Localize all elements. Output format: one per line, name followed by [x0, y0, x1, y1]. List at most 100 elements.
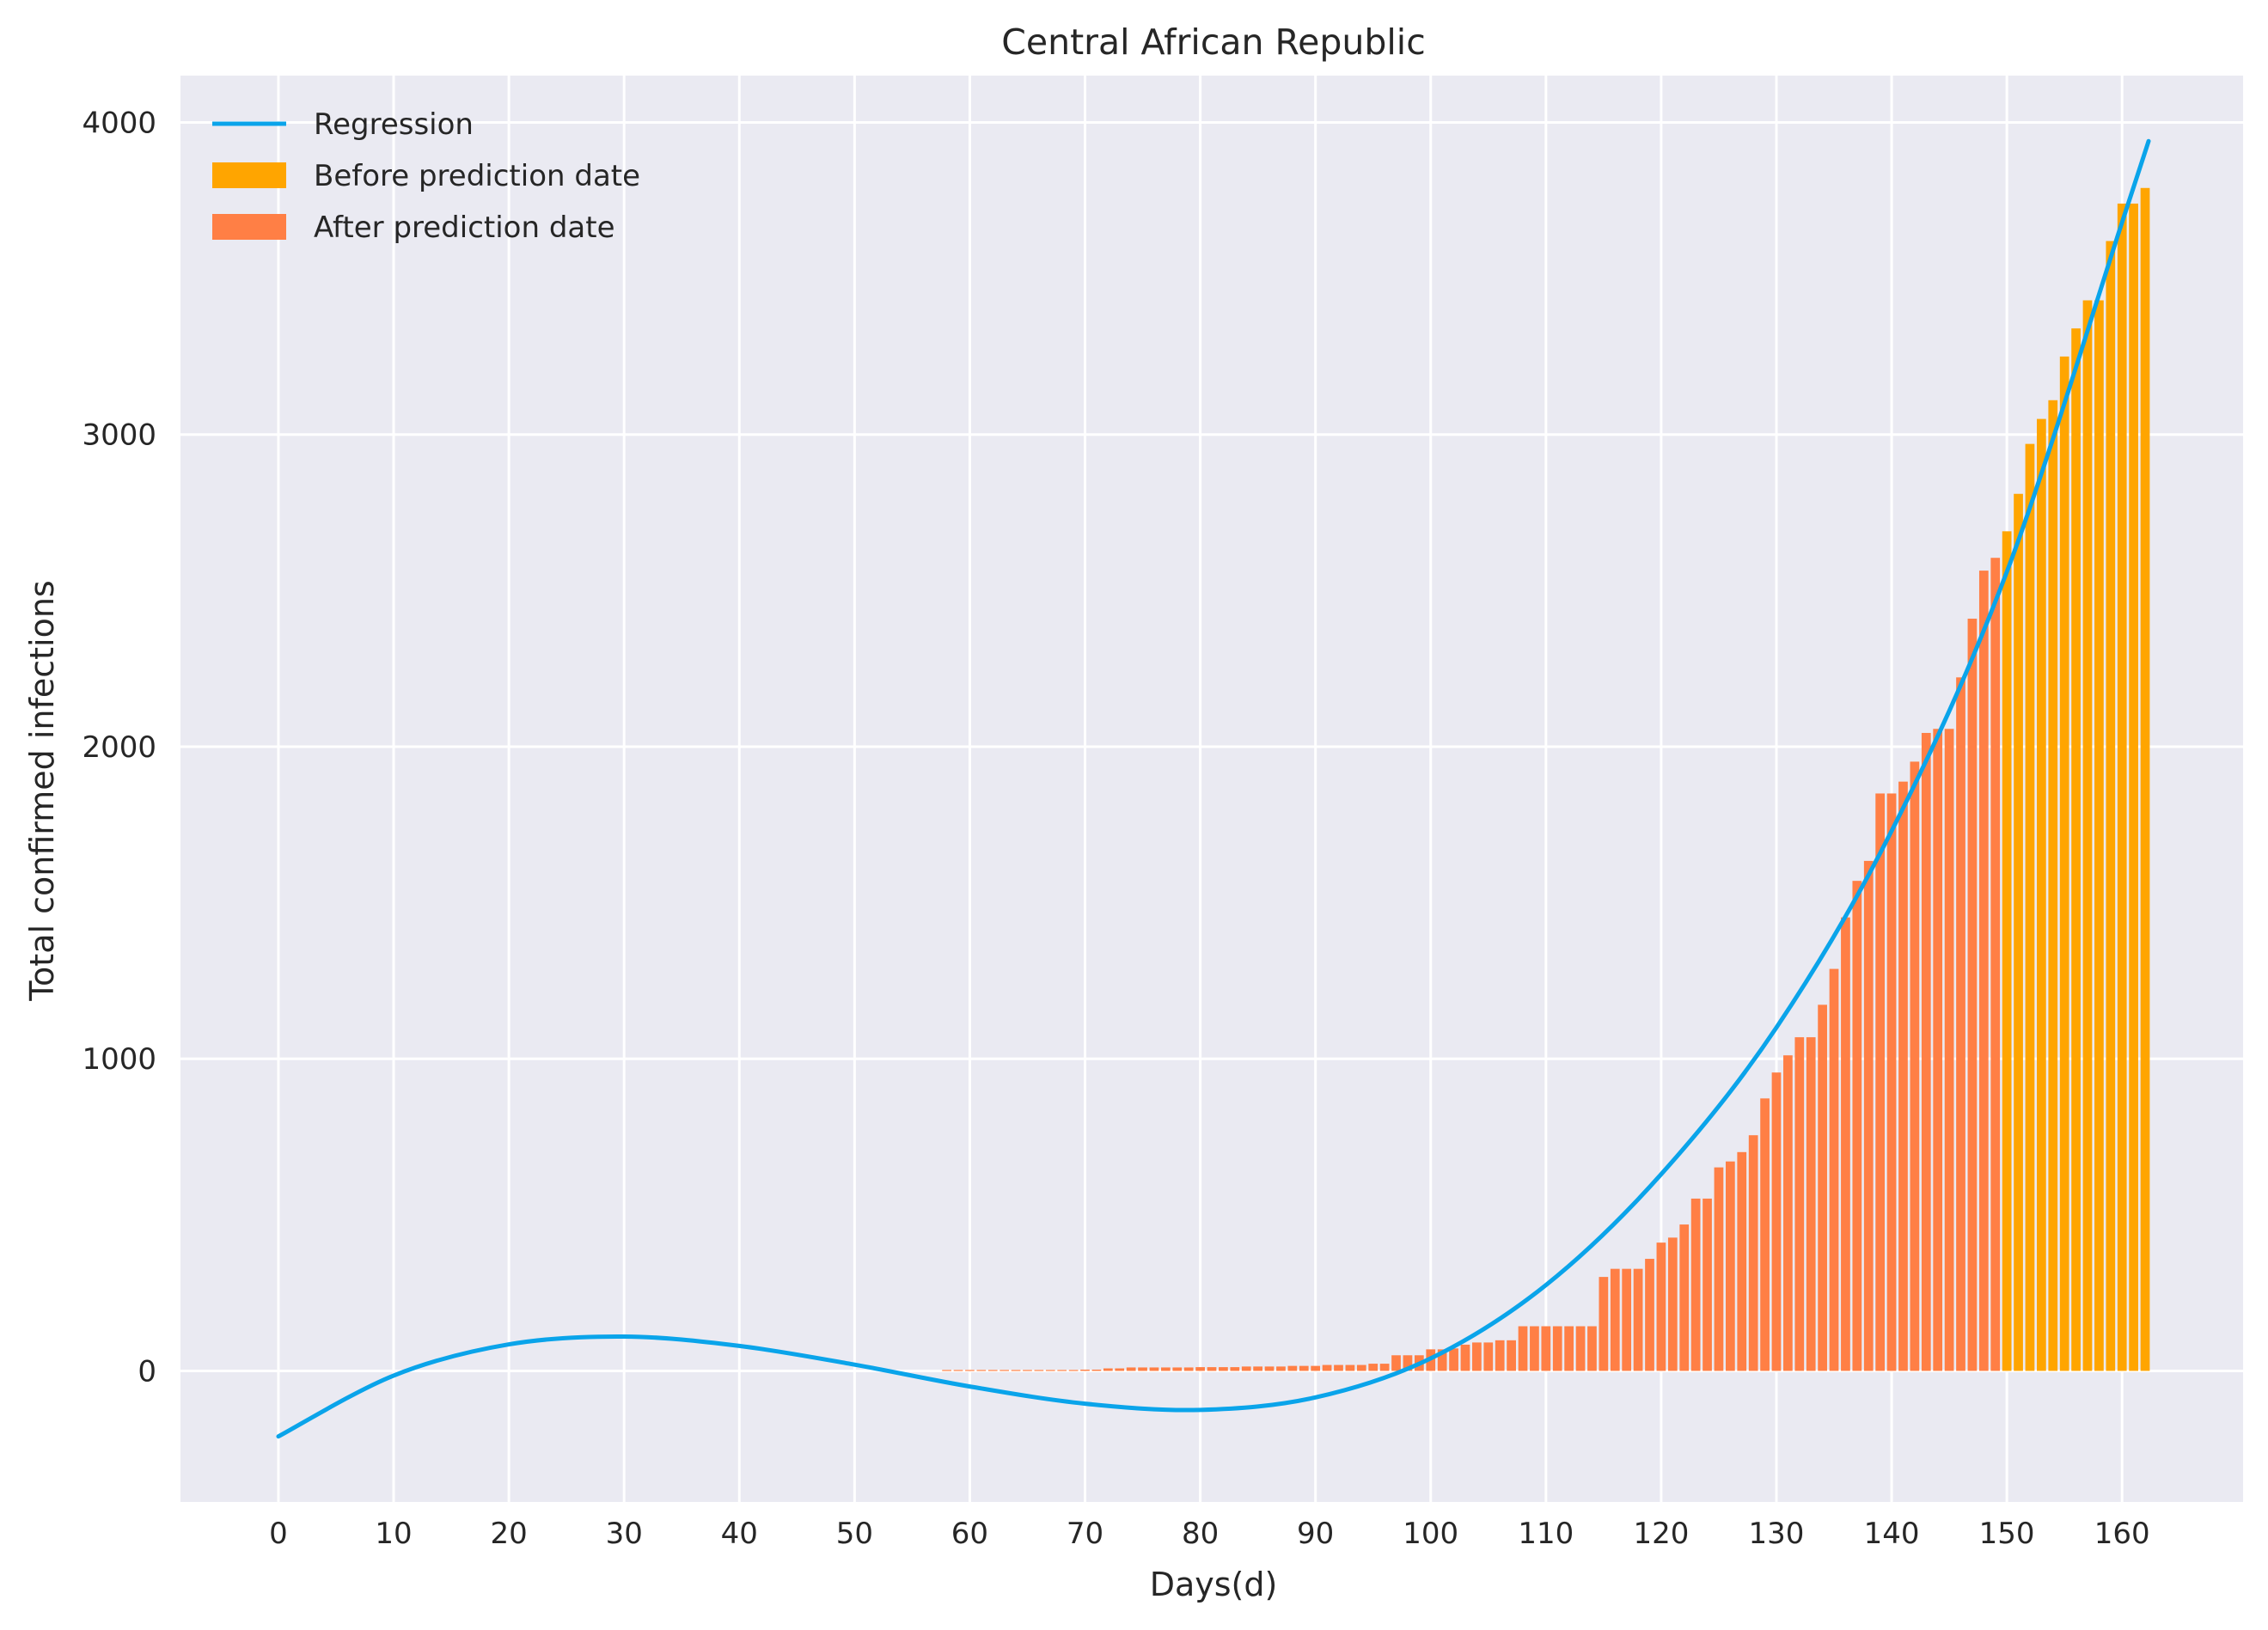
vertical-grid	[277, 76, 2124, 1502]
bar	[1978, 571, 1989, 1371]
bar	[1599, 1277, 1609, 1371]
y-tick-label: 2000	[82, 730, 156, 765]
bar	[1219, 1367, 1228, 1371]
bar	[1115, 1368, 1125, 1371]
y-tick-label: 1000	[82, 1042, 156, 1077]
bar	[1806, 1037, 1816, 1371]
bar	[942, 1370, 951, 1371]
bar	[1126, 1367, 1136, 1371]
bar	[1000, 1370, 1010, 1371]
bar	[1149, 1367, 1159, 1371]
x-tick-label: 110	[1518, 1517, 1574, 1551]
legend: Regression Before prediction date After …	[212, 107, 640, 245]
bar	[1161, 1367, 1171, 1371]
bar	[2140, 187, 2150, 1371]
bar	[1091, 1369, 1102, 1371]
bar	[1287, 1365, 1298, 1371]
bar	[1495, 1340, 1505, 1371]
bar	[1610, 1268, 1620, 1371]
x-axis-label: Days(d)	[1150, 1566, 1278, 1603]
x-tick-label: 90	[1297, 1517, 1334, 1551]
bar	[1645, 1259, 1654, 1371]
bar	[1379, 1364, 1390, 1371]
bar	[1403, 1355, 1413, 1371]
legend-before-label: Before prediction date	[314, 159, 640, 193]
bar	[2129, 203, 2138, 1371]
bar	[1345, 1364, 1355, 1371]
bar	[1575, 1326, 1586, 1371]
bar	[1230, 1367, 1240, 1371]
bar	[2059, 356, 2069, 1371]
bar	[1910, 761, 1920, 1371]
bar	[1045, 1370, 1055, 1371]
bar	[1437, 1349, 1447, 1371]
legend-after-swatch	[212, 214, 286, 240]
bar	[1679, 1224, 1690, 1371]
bar	[1852, 881, 1862, 1371]
y-tick-label: 4000	[82, 106, 156, 140]
y-axis-label: Total confirmed infections	[23, 580, 61, 1001]
bar	[1518, 1326, 1528, 1371]
bar	[1633, 1268, 1643, 1371]
bar	[1933, 729, 1943, 1371]
bar	[2037, 418, 2046, 1371]
bar	[1023, 1370, 1032, 1371]
x-tick-label: 130	[1749, 1517, 1805, 1551]
bar	[1460, 1344, 1470, 1371]
before-prediction-bars	[2002, 187, 2150, 1371]
bar	[1195, 1367, 1205, 1371]
bar	[1841, 917, 1850, 1371]
bar	[1725, 1161, 1735, 1371]
bar	[1990, 558, 2001, 1371]
bar	[987, 1370, 998, 1371]
bar	[1956, 677, 1965, 1371]
bar	[1172, 1367, 1183, 1371]
bar	[1760, 1098, 1770, 1371]
bar	[1898, 781, 1908, 1371]
y-tick-label: 3000	[82, 418, 156, 453]
bar	[1483, 1342, 1494, 1371]
bar	[1276, 1366, 1286, 1371]
bar	[1449, 1348, 1458, 1371]
x-tick-labels: 0 10 20 30 40 50 60 70 80 90 100 110 120 130 140 150 160	[269, 1517, 2150, 1551]
bar	[1356, 1364, 1366, 1371]
bar	[1886, 793, 1897, 1371]
bar	[1138, 1367, 1147, 1371]
bar	[1829, 968, 1839, 1371]
chart-title: Central African Republic	[1001, 21, 1426, 63]
bar	[1690, 1198, 1701, 1371]
bar	[1748, 1135, 1758, 1371]
bar	[1863, 860, 1874, 1371]
bar	[2048, 400, 2058, 1371]
bar	[976, 1370, 987, 1371]
bar	[2082, 300, 2093, 1371]
x-tick-label: 40	[721, 1517, 758, 1551]
bar	[1737, 1151, 1747, 1371]
bar	[1771, 1072, 1782, 1371]
bar	[1253, 1366, 1262, 1371]
x-tick-label: 50	[836, 1517, 873, 1551]
bar	[2002, 531, 2012, 1371]
bar	[1103, 1368, 1113, 1371]
bar	[1311, 1365, 1321, 1371]
y-tick-label: 0	[138, 1354, 156, 1389]
bar	[2106, 241, 2116, 1371]
y-tick-labels: 0 1000 2000 3000 4000	[82, 106, 156, 1389]
bar	[1587, 1326, 1597, 1371]
bar	[1794, 1037, 1805, 1371]
x-tick-label: 160	[2094, 1517, 2150, 1551]
legend-before-swatch	[212, 162, 286, 188]
bar	[1564, 1326, 1574, 1371]
legend-after-label: After prediction date	[314, 211, 615, 245]
x-tick-label: 100	[1403, 1517, 1458, 1551]
bar	[1541, 1326, 1551, 1371]
x-tick-label: 140	[1864, 1517, 1920, 1551]
bar	[1207, 1367, 1217, 1371]
bar	[2071, 328, 2081, 1371]
bar	[1368, 1364, 1379, 1371]
bar	[2025, 443, 2035, 1371]
bar	[1183, 1367, 1194, 1371]
x-tick-label: 30	[606, 1517, 643, 1551]
bar	[1034, 1370, 1044, 1371]
